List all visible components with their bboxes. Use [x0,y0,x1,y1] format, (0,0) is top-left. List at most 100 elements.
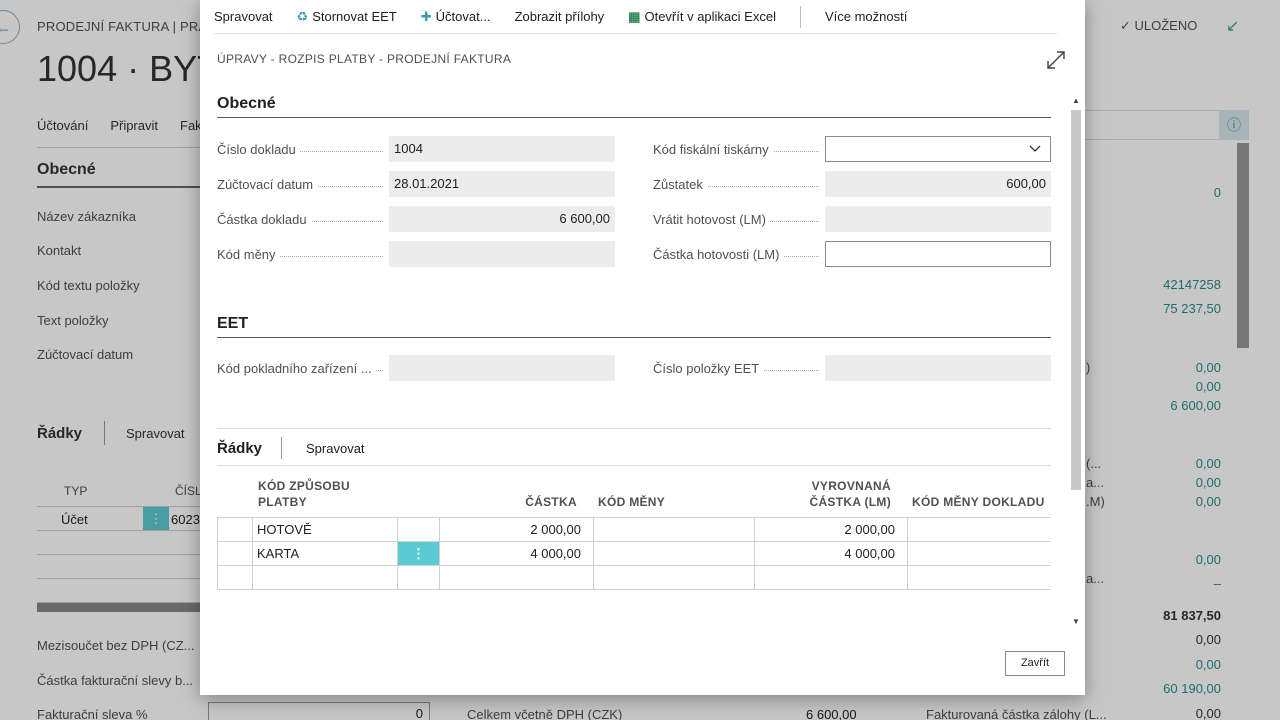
row-menu-cell[interactable] [397,565,440,590]
toolbar-more-options-label: Více možností [824,9,908,24]
discount-pct-field[interactable]: 0 [208,702,430,720]
section-general-heading[interactable]: Obecné [37,161,96,178]
expand-icon[interactable] [1045,49,1067,71]
row-selector[interactable] [217,565,253,590]
factbox-value[interactable]: 6 600,00 [1170,398,1221,413]
action-post[interactable]: Účtování [37,118,89,133]
row-menu-icon[interactable]: ⋮ [143,507,169,530]
cash-register-value [389,355,615,381]
cell-applied[interactable]: 4 000,00 [754,541,908,566]
factbox-value[interactable]: 0,00 [1195,456,1221,471]
column-header-amount[interactable]: ČÁSTKA [525,495,577,509]
field-cash-amount: Částka hotovosti (LM) [653,241,1051,267]
table-row[interactable]: KARTA ⋮ 4 000,00 4 000,00 [217,541,1051,566]
toolbar-cancel-eet[interactable]: ♻ Stornovat EET [297,9,397,25]
factbox-value[interactable]: 0,00 [1195,552,1221,567]
row-selector[interactable] [217,541,253,566]
posting-date-value: 28.01.2021 [389,171,615,197]
dialog-scrollbar[interactable]: ▲ ▼ [1070,94,1082,628]
factbox-value[interactable]: 60 190,00 [1163,681,1221,696]
divider [281,437,282,459]
field-label: Kód fiskální tiskárny [653,141,773,157]
factbox-value[interactable]: 0,00 [1195,379,1221,394]
factbox-value[interactable]: 0,00 [1195,657,1221,672]
column-header-type[interactable]: TYP [64,484,88,498]
cell-amount[interactable]: 4 000,00 [439,541,594,566]
toolbar-open-excel-label: Otevřít v aplikaci Excel [644,9,776,24]
breadcrumb: PRODEJNÍ FAKTURA | PRAC [37,19,217,34]
close-button[interactable]: Zavřít [1005,651,1065,676]
horizontal-scrollbar[interactable] [37,603,201,612]
document-amount-value: 6 600,00 [389,206,615,232]
table-row[interactable] [37,531,201,555]
factbox-value[interactable]: 75 237,50 [1163,301,1221,316]
cell-currency[interactable] [593,517,755,542]
post-icon: ✚ [420,8,432,24]
toolbar-open-excel[interactable]: ▦ Otevřít v aplikaci Excel [628,9,776,25]
excel-icon: ▦ [628,8,641,24]
section-eet-heading[interactable]: EET [217,315,249,332]
toolbar-show-attachments[interactable]: Zobrazit přílohy [515,9,605,24]
cancel-eet-icon: ♻ [296,8,309,24]
dialog-title: ÚPRAVY - ROZPIS PLATBY - PRODEJNÍ FAKTUR… [217,52,512,66]
factbox-value[interactable]: 42147258 [1163,277,1221,292]
lines-heading[interactable]: Řádky [37,425,83,442]
scroll-up-icon[interactable]: ▲ [1072,96,1080,105]
lines-heading[interactable]: Řádky [217,440,263,457]
factbox-value[interactable]: – [1213,576,1221,591]
factbox-value[interactable]: 0 [1213,185,1221,200]
factbox-value[interactable]: 0,00 [1195,494,1221,509]
cell-type[interactable]: Účet [61,512,88,527]
lines-manage-button[interactable]: Spravovat [306,441,365,456]
collapse-icon[interactable]: ↙ [1226,18,1240,35]
action-prepare[interactable]: Připravit [110,118,158,133]
cash-amount-input[interactable] [825,241,1051,267]
row-menu-icon[interactable]: ⋮ [397,541,440,566]
column-header-no[interactable]: ČÍSL [175,484,202,498]
toolbar-cancel-eet-label: Stornovat EET [312,9,397,24]
column-header-applied[interactable]: VYROVNANÁ ČÁSTKA (LM) [809,479,891,509]
vertical-scrollbar[interactable] [1237,143,1249,348]
column-header-method[interactable]: KÓD ZPŮSOBU PLATBY [258,479,350,509]
column-header-currency[interactable]: KÓD MĚNY [598,495,666,509]
cell-amount[interactable]: 2 000,00 [439,517,594,542]
cell-no[interactable]: 6023 [171,512,200,527]
cell-doc-currency[interactable] [907,541,1051,566]
scrollbar-thumb[interactable] [1071,110,1081,490]
cell-applied[interactable] [754,565,908,590]
factbox-value[interactable]: 0,00 [1195,360,1221,375]
table-row[interactable]: Účet ⋮ 6023 [37,507,201,531]
section-general-heading[interactable]: Obecné [217,95,276,112]
table-row[interactable]: HOTOVĚ 2 000,00 2 000,00 [217,517,1051,542]
table-row[interactable] [37,555,201,579]
row-menu-cell[interactable] [397,517,440,542]
lines-manage-button[interactable]: Spravovat [126,426,185,441]
payment-breakdown-dialog: Spravovat ♻ Stornovat EET ✚ Účtovat... Z… [200,0,1085,695]
scroll-down-icon[interactable]: ▼ [1072,617,1080,626]
row-selector[interactable] [217,517,253,542]
toolbar-more-options[interactable]: Více možností [825,9,907,24]
cell-currency[interactable] [593,565,755,590]
toolbar-post[interactable]: ✚ Účtovat... [421,9,491,25]
column-header-doc-currency[interactable]: KÓD MĚNY DOKLADU [912,495,1045,509]
field-label: Kód měny [217,246,280,262]
cell-currency[interactable] [593,541,755,566]
action-invoice[interactable]: Fak [180,118,202,133]
info-icon[interactable]: ⓘ [1219,110,1249,140]
table-row[interactable] [37,579,201,603]
cell-method[interactable] [252,565,398,590]
table-row[interactable] [217,565,1051,590]
factbox-value[interactable]: 0,00 [1195,475,1221,490]
cell-amount[interactable] [439,565,594,590]
document-no-value: 1004 [389,136,615,162]
toolbar-manage[interactable]: Spravovat [214,9,273,24]
cell-method[interactable]: HOTOVĚ [252,517,398,542]
cell-applied[interactable]: 2 000,00 [754,517,908,542]
cell-doc-currency[interactable] [907,565,1051,590]
cell-method[interactable]: KARTA [252,541,398,566]
back-arrow-icon[interactable]: ← [0,10,20,44]
return-cash-value [825,206,1051,232]
fiscal-printer-select[interactable] [825,136,1051,162]
field-label: Vrátit hotovost (LM) [653,211,770,227]
cell-doc-currency[interactable] [907,517,1051,542]
